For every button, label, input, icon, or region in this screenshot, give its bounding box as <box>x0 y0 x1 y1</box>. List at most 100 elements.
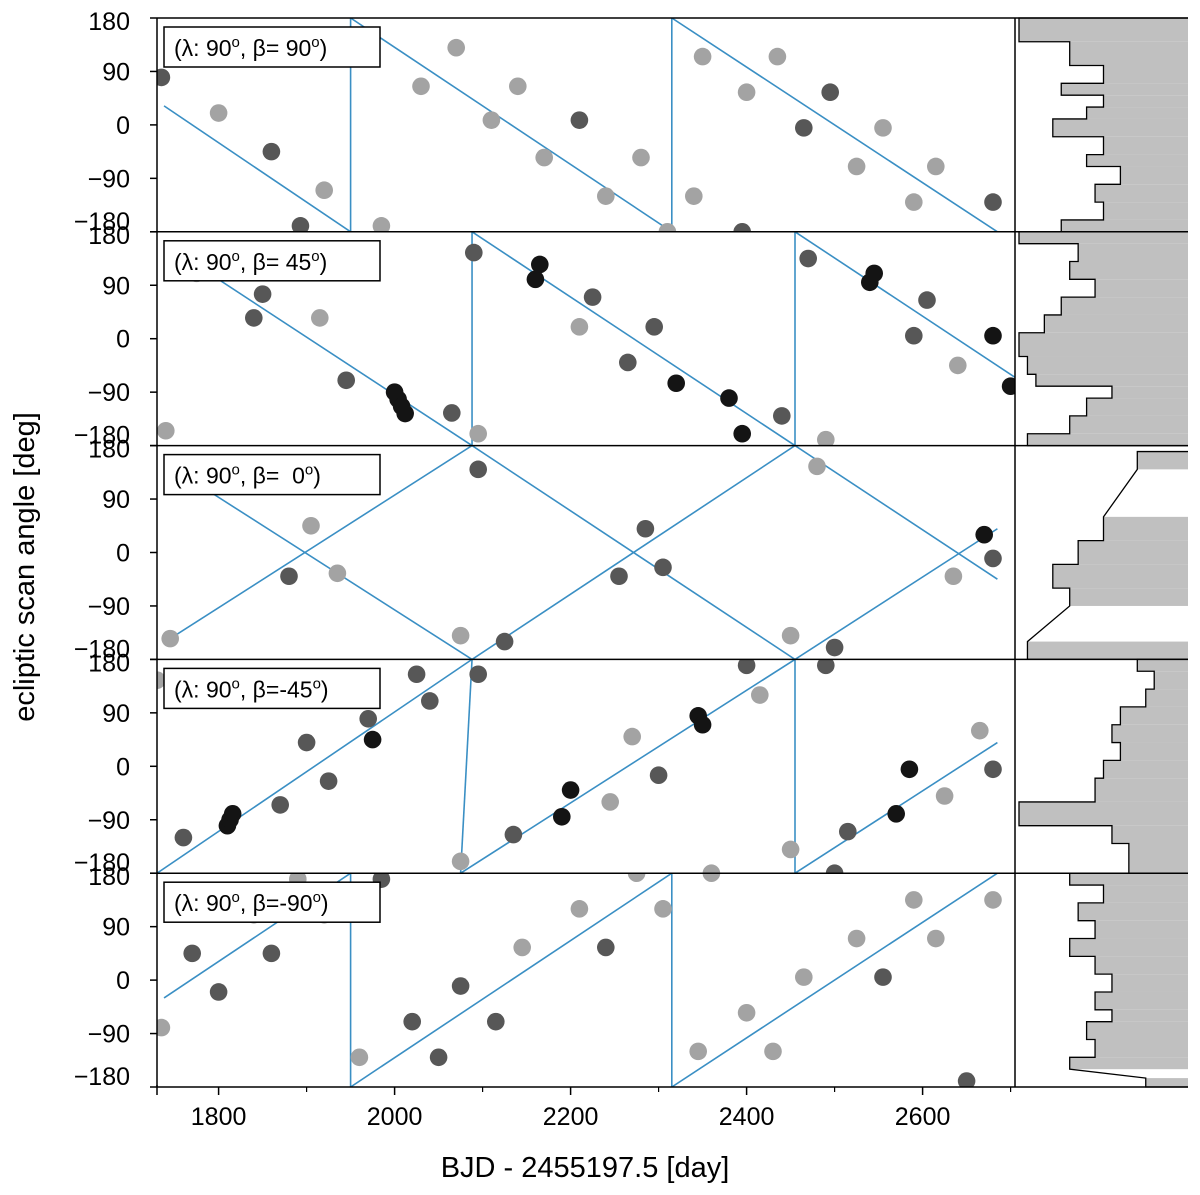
data-point <box>209 983 228 1001</box>
data-point <box>984 891 1002 909</box>
data-point <box>601 793 619 811</box>
label-mid: , β=-45 <box>240 676 313 702</box>
data-point <box>632 148 650 167</box>
histogram-bin <box>1069 41 1188 66</box>
data-point <box>597 187 615 205</box>
histogram-bin <box>1103 95 1188 108</box>
y-tick-label: −180 <box>74 1063 130 1091</box>
data-point <box>737 1003 756 1022</box>
histogram-bin <box>1103 136 1188 155</box>
data-point <box>905 193 923 211</box>
data-point <box>469 460 488 479</box>
y-tick-label: −90 <box>88 1021 130 1049</box>
data-point <box>751 686 769 704</box>
histogram-bin <box>1027 356 1188 375</box>
data-point <box>935 787 954 805</box>
data-point <box>495 632 514 651</box>
data-point <box>817 659 835 675</box>
data-point <box>874 119 892 137</box>
data-point <box>319 772 338 790</box>
data-point <box>795 968 813 986</box>
y-tick-label: −90 <box>88 165 130 193</box>
data-point <box>253 285 272 303</box>
data-point <box>245 309 263 327</box>
histogram-outline <box>1069 872 1188 1088</box>
histogram-bin <box>1078 540 1188 565</box>
histogram-bin <box>1061 297 1188 315</box>
data-point <box>443 404 461 422</box>
x-axis: 1800 2000 2200 2400 2600 <box>156 1085 1188 1131</box>
data-point <box>396 404 414 423</box>
histogram-bin <box>1128 843 1188 874</box>
panel-label: (λ: 90o, β= 0o) <box>163 453 381 496</box>
histogram-bin <box>1044 314 1188 333</box>
label-degree: o <box>232 889 240 906</box>
data-point <box>984 326 1002 345</box>
panel-label-box <box>163 240 381 282</box>
scan-lines <box>163 18 998 232</box>
y-tick-label: −180 <box>74 422 130 450</box>
histogram-bin <box>1103 65 1188 84</box>
histogram-bin <box>1103 760 1188 779</box>
label-prefix: (λ: 90 <box>174 35 232 61</box>
histogram-bin <box>1095 991 1188 1010</box>
data-point <box>350 1048 369 1067</box>
data-point <box>984 549 1002 568</box>
data-point <box>821 83 839 102</box>
data-point <box>174 828 193 847</box>
data-point <box>157 1018 171 1037</box>
histogram-outline <box>1026 450 1188 661</box>
data-point <box>280 567 298 586</box>
histogram-bin <box>1086 398 1188 416</box>
histogram <box>1026 450 1188 661</box>
y-tick-label: 0 <box>116 540 130 568</box>
histogram-bin <box>1069 588 1188 606</box>
panel-label-box <box>163 453 381 496</box>
x-tick-label: 2400 <box>719 1103 775 1131</box>
y-tick-label: 180 <box>88 649 130 677</box>
histogram-bin <box>1145 689 1188 707</box>
x-tick-label: 2200 <box>543 1103 599 1131</box>
label-degree: o <box>305 462 313 479</box>
panel-label-box <box>163 667 381 710</box>
data-point <box>328 564 347 583</box>
label-degree: o <box>311 248 319 265</box>
y-tick-label: 90 <box>102 700 130 728</box>
data-point <box>971 721 989 740</box>
data-point <box>825 638 844 657</box>
data-point <box>262 142 281 161</box>
panel-label: (λ: 90o, β= 90o) <box>163 26 381 68</box>
y-tick-label: 90 <box>102 272 130 300</box>
histogram-bin <box>1035 374 1188 387</box>
histogram-bin <box>1078 902 1188 921</box>
data-point <box>403 1012 422 1031</box>
y-tick-label: −90 <box>88 593 130 621</box>
label-end: ) <box>321 890 329 916</box>
data-point <box>799 249 817 268</box>
histogram <box>1018 17 1188 233</box>
histogram-bin <box>1111 386 1188 399</box>
label-end: ) <box>321 676 329 702</box>
data-point <box>223 805 242 823</box>
data-point <box>157 68 171 87</box>
y-tick-label: 90 <box>102 58 130 86</box>
y-tick-label: −180 <box>74 849 130 877</box>
histogram-outline <box>1018 231 1188 447</box>
histogram-bin <box>1095 920 1188 939</box>
panel-label-text: (λ: 90o, β=-45o) <box>174 675 329 702</box>
data-point <box>984 193 1002 211</box>
data-point <box>262 944 281 963</box>
data-point <box>654 900 672 918</box>
panel-label: (λ: 90o, β=-90o) <box>163 881 381 923</box>
scan-line <box>794 231 1015 378</box>
data-point <box>865 264 883 283</box>
data-point <box>927 157 945 176</box>
data-point <box>627 873 646 882</box>
data-point <box>927 929 945 948</box>
histogram-bin <box>1103 885 1188 903</box>
